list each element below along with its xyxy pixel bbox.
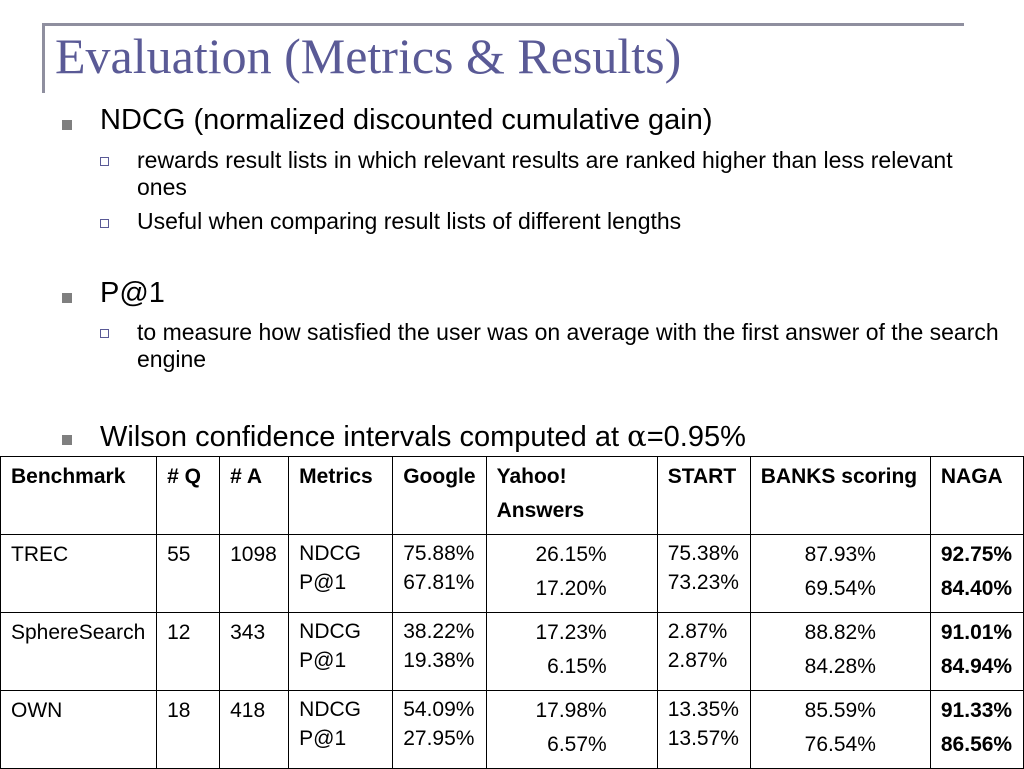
- metric-p1: P@1: [299, 649, 347, 672]
- yahoo-ndcg: 17.23%: [535, 621, 607, 644]
- yahoo-p1: 17.20%: [535, 577, 607, 600]
- sub-bullet-marker: [100, 219, 109, 228]
- cell-banks: 88.82% 84.28%: [749, 612, 931, 691]
- google-ndcg: 38.22%: [403, 620, 475, 643]
- title-left-rule: [42, 23, 45, 93]
- cell-start: 13.35% 13.57%: [656, 690, 751, 769]
- cell-metrics: NDCG P@1: [288, 690, 394, 769]
- cell-benchmark: SphereSearch: [0, 612, 158, 691]
- cell-yahoo: 26.15% 17.20%: [485, 534, 658, 613]
- bullet-marker: [62, 120, 72, 130]
- metric-p1: P@1: [299, 727, 347, 750]
- bullet-wilson: Wilson confidence intervals computed at …: [100, 419, 746, 454]
- sub-bullet-marker: [100, 329, 109, 338]
- cell-yahoo: 17.23% 6.15%: [485, 612, 658, 691]
- cell-start: 2.87% 2.87%: [656, 612, 751, 691]
- table-row: OWN 18 418 NDCG P@1 54.09% 27.95% 17.98% 6.…: [0, 690, 1024, 769]
- header-google: Google: [392, 456, 487, 535]
- title-top-rule: [42, 23, 964, 26]
- header-start: START: [656, 456, 751, 535]
- bullet-p-at-1: P@1: [100, 277, 165, 309]
- cell-benchmark: OWN: [0, 690, 158, 769]
- header-q: # Q: [156, 456, 221, 535]
- banks-ndcg: 88.82%: [804, 621, 876, 644]
- cell-start: 75.38% 73.23%: [656, 534, 751, 613]
- bullet-marker: [62, 293, 72, 303]
- banks-p1: 84.28%: [804, 655, 876, 678]
- cell-q: 55: [156, 534, 221, 613]
- table-row: SphereSearch 12 343 NDCG P@1 38.22% 19.38%…: [0, 612, 1024, 691]
- cell-q: 18: [156, 690, 221, 769]
- cell-a: 418: [219, 690, 290, 769]
- sub-bullet-marker: [100, 157, 109, 166]
- cell-google: 54.09% 27.95%: [392, 690, 487, 769]
- start-ndcg: 75.38%: [667, 542, 739, 565]
- naga-p1: 86.56%: [940, 733, 1013, 756]
- cell-metrics: NDCG P@1: [288, 612, 394, 691]
- header-naga: NAGA: [929, 456, 1024, 535]
- google-ndcg: 75.88%: [403, 542, 475, 565]
- naga-ndcg: 91.01%: [940, 621, 1013, 644]
- metric-ndcg: NDCG: [299, 620, 361, 643]
- cell-benchmark: TREC: [0, 534, 158, 613]
- sub-bullet-ndcg-rewards: rewards result lists in which relevant r…: [137, 147, 953, 200]
- cell-q: 12: [156, 612, 221, 691]
- results-table: Benchmark # Q # A Metrics Google Yahoo! A…: [0, 456, 1024, 769]
- cell-google: 75.88% 67.81%: [392, 534, 487, 613]
- header-yahoo-line1: Yahoo!: [496, 465, 567, 488]
- metric-ndcg: NDCG: [299, 698, 361, 721]
- header-metrics: Metrics: [288, 456, 394, 535]
- google-p1: 67.81%: [403, 571, 475, 594]
- cell-banks: 85.59% 76.54%: [749, 690, 931, 769]
- banks-ndcg: 87.93%: [804, 543, 876, 566]
- wilson-value: =0.95%: [646, 421, 746, 453]
- cell-banks: 87.93% 69.54%: [749, 534, 931, 613]
- cell-a: 343: [219, 612, 290, 691]
- google-p1: 19.38%: [403, 649, 475, 672]
- bullet-marker: [62, 435, 72, 445]
- slide-title: Evaluation (Metrics & Results): [55, 28, 682, 84]
- naga-ndcg: 91.33%: [940, 699, 1013, 722]
- header-banks: BANKS scoring: [749, 456, 931, 535]
- header-yahoo-answers: Yahoo! Answers: [485, 456, 658, 535]
- start-ndcg: 13.35%: [667, 698, 739, 721]
- yahoo-p1: 6.57%: [547, 733, 607, 756]
- sub-bullet-ndcg-lengths: Useful when comparing result lists of di…: [137, 208, 682, 234]
- metric-ndcg: NDCG: [299, 542, 361, 565]
- bullet-ndcg: NDCG (normalized discounted cumulative g…: [100, 104, 713, 136]
- cell-naga: 92.75% 84.40%: [929, 534, 1024, 613]
- start-p1: 13.57%: [667, 727, 739, 750]
- cell-a: 1098: [219, 534, 290, 613]
- google-p1: 27.95%: [403, 727, 475, 750]
- table-header-row: Benchmark # Q # A Metrics Google Yahoo! A…: [0, 456, 1024, 535]
- naga-ndcg: 92.75%: [940, 543, 1013, 566]
- start-p1: 2.87%: [667, 649, 728, 672]
- naga-p1: 84.40%: [940, 577, 1013, 600]
- start-p1: 73.23%: [667, 571, 739, 594]
- cell-google: 38.22% 19.38%: [392, 612, 487, 691]
- yahoo-p1: 6.15%: [547, 655, 607, 678]
- cell-naga: 91.01% 84.94%: [929, 612, 1024, 691]
- table-row: TREC 55 1098 NDCG P@1 75.88% 67.81% 26.15%…: [0, 534, 1024, 613]
- naga-p1: 84.94%: [940, 655, 1013, 678]
- cell-yahoo: 17.98% 6.57%: [485, 690, 658, 769]
- header-yahoo-line2: Answers: [496, 499, 585, 522]
- metric-p1: P@1: [299, 571, 347, 594]
- cell-naga: 91.33% 86.56%: [929, 690, 1024, 769]
- wilson-text: Wilson confidence intervals computed at: [100, 421, 628, 453]
- banks-ndcg: 85.59%: [804, 699, 876, 722]
- header-benchmark: Benchmark: [0, 456, 158, 535]
- alpha-symbol: α: [627, 419, 647, 453]
- sub-bullet-p-at-1-measure: to measure how satisfied the user was on…: [137, 319, 999, 372]
- google-ndcg: 54.09%: [403, 698, 475, 721]
- start-ndcg: 2.87%: [667, 620, 728, 643]
- banks-p1: 76.54%: [804, 733, 876, 756]
- header-a: # A: [219, 456, 290, 535]
- banks-p1: 69.54%: [804, 577, 876, 600]
- yahoo-ndcg: 17.98%: [535, 699, 607, 722]
- yahoo-ndcg: 26.15%: [535, 543, 607, 566]
- cell-metrics: NDCG P@1: [288, 534, 394, 613]
